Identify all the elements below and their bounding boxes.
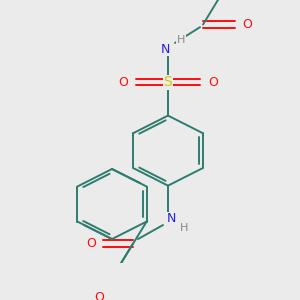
- Text: O: O: [94, 291, 104, 300]
- Text: O: O: [86, 237, 96, 250]
- Text: S: S: [164, 75, 172, 89]
- Text: O: O: [118, 76, 128, 89]
- Text: H: H: [180, 223, 188, 233]
- Text: O: O: [242, 18, 252, 31]
- Text: H: H: [177, 35, 185, 45]
- Text: O: O: [208, 76, 218, 89]
- Text: N: N: [166, 212, 176, 225]
- Text: N: N: [160, 43, 170, 56]
